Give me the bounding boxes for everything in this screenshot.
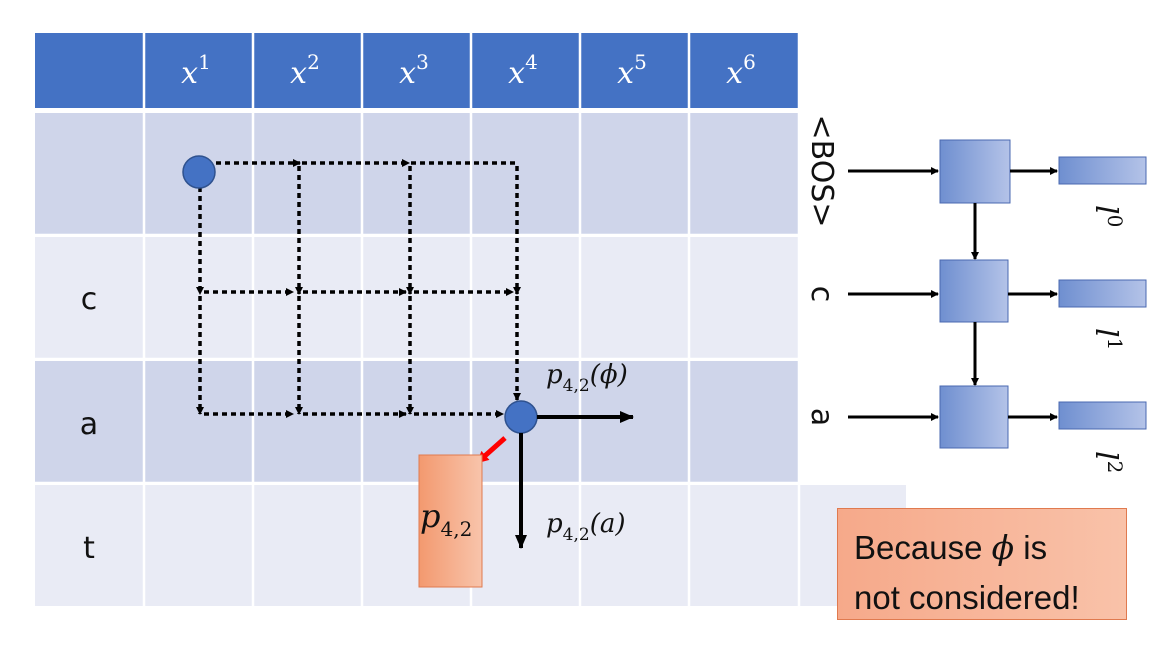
rnn-output-label-l2: l2 [1088, 451, 1127, 473]
column-header-x4: x4 [508, 50, 538, 91]
row-label-a: a [80, 407, 98, 442]
probability-box-label: p4,2 [420, 497, 472, 541]
table-body [35, 113, 906, 606]
rnn-input-a: a [804, 408, 839, 426]
rnn-output-label-l0: l0 [1088, 205, 1127, 227]
column-header-x6: x6 [726, 50, 756, 91]
rnn-output-bar [1058, 156, 1147, 185]
column-headers: x1 x2 x3 x4 x5 x6 [181, 50, 756, 91]
callout-text: Because [854, 529, 992, 566]
row-c [35, 237, 798, 358]
lattice-paths [196, 159, 521, 418]
row-labels: c a t [80, 282, 98, 566]
probability-box [418, 454, 483, 588]
callout-text: is [1014, 529, 1048, 566]
callout-line-2: not considered! [854, 579, 1080, 616]
label-p-phi: p4,2(ϕ) [546, 360, 628, 396]
rnn-cell [939, 139, 1011, 204]
rnn-cell [939, 385, 1009, 449]
rnn-output-bar [1058, 401, 1147, 430]
label-p-a: p4,2(a) [546, 509, 626, 545]
column-header-x3: x3 [399, 50, 429, 91]
row-label-t: t [83, 531, 95, 566]
header-background [35, 33, 798, 108]
rnn-output-label-l1: l1 [1088, 328, 1127, 350]
rnn-output-bar [1058, 279, 1147, 308]
row-a [35, 361, 798, 482]
rnn-decoder: <BOS> c a l0 l1 l2 [804, 115, 1147, 473]
rnn-cell [939, 259, 1009, 323]
callout-line-1: Because ϕ is [854, 523, 1110, 573]
column-header-x5: x5 [617, 50, 647, 91]
row-label-c: c [81, 282, 98, 317]
callout-note: Because ϕ is not considered! [837, 508, 1127, 620]
rnn-input-c: c [804, 286, 839, 303]
row-t [35, 485, 798, 606]
phi-symbol: ϕ [991, 528, 1015, 567]
start-node [182, 155, 216, 189]
current-node [504, 400, 538, 434]
column-header-x2: x2 [290, 50, 320, 91]
table-header [35, 33, 798, 108]
rnn-input-bos: <BOS> [804, 115, 839, 228]
column-header-x1: x1 [181, 50, 211, 91]
row-blank [35, 113, 798, 234]
